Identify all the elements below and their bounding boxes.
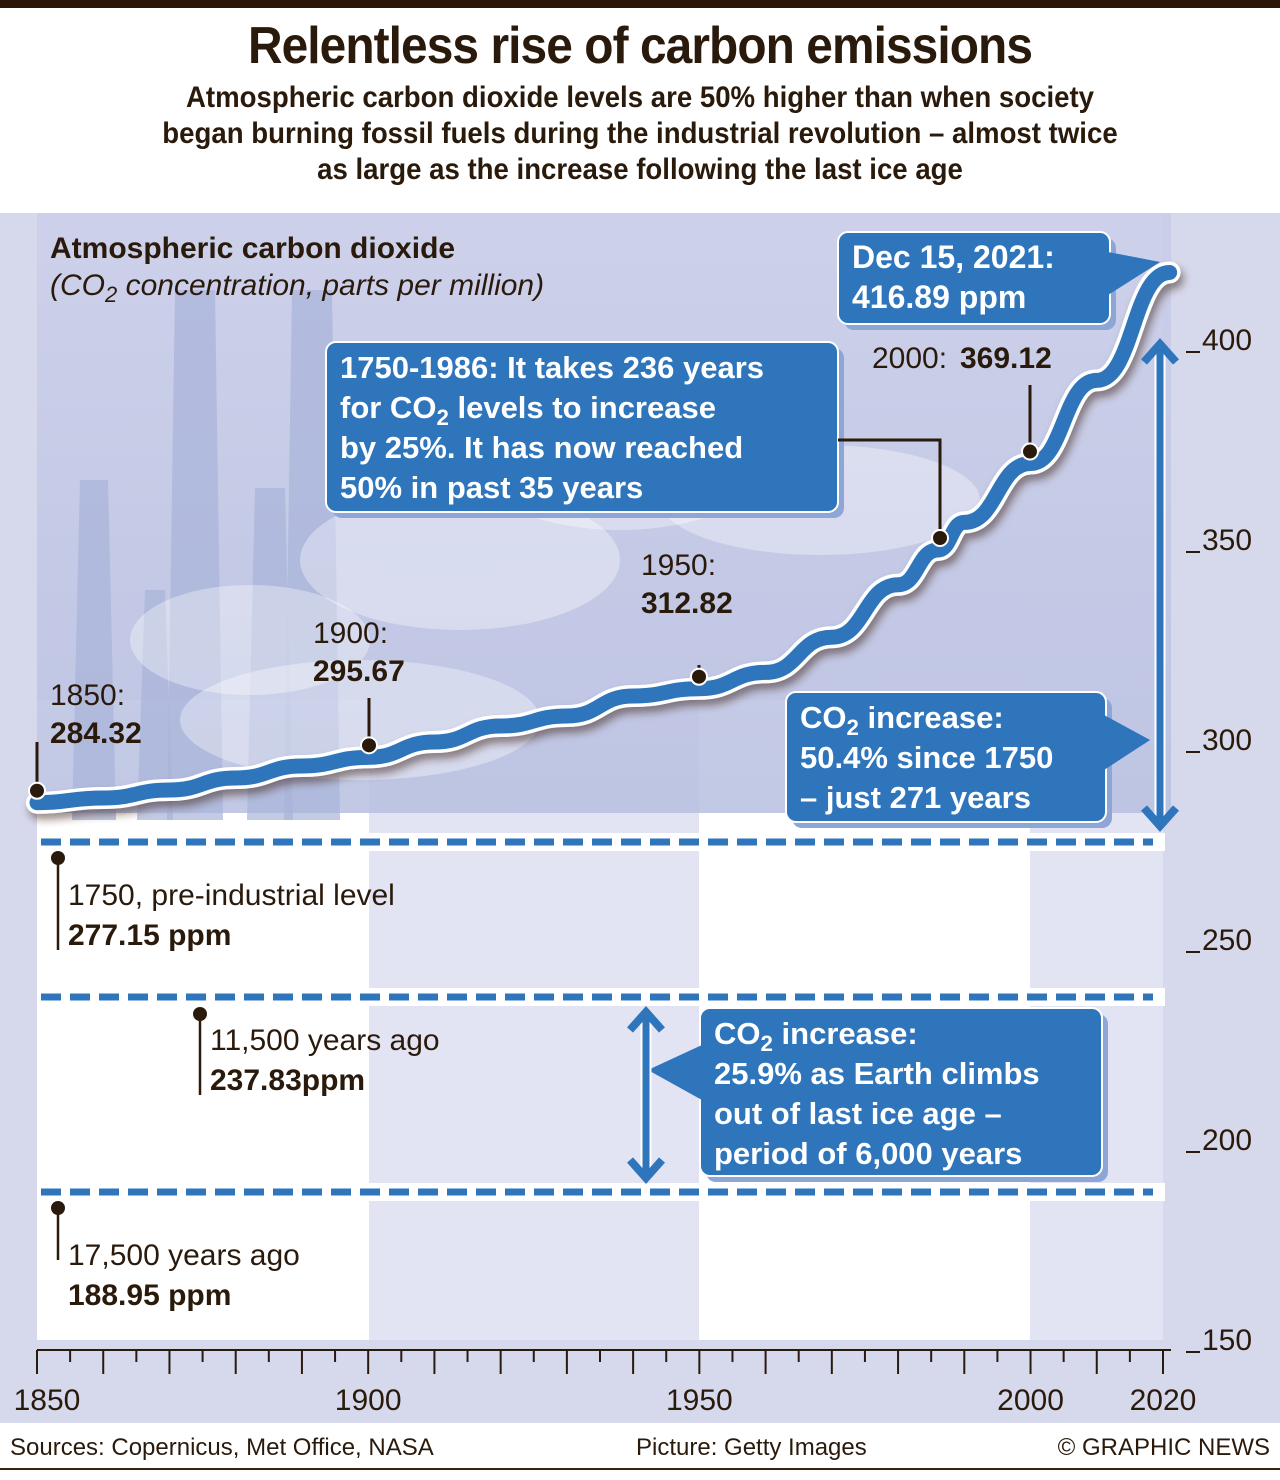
left-margin	[0, 213, 37, 1340]
reference-value: 277.15 ppm	[68, 919, 231, 952]
subtitle-line: Atmospheric carbon dioxide levels are 50…	[185, 81, 1095, 114]
callout-text: CO2 increase:	[800, 700, 1004, 740]
footer: Sources: Copernicus, Met Office, NASA Pi…	[0, 1424, 1280, 1470]
y-tick-label: 200	[1202, 1124, 1252, 1157]
industrial-connector	[838, 438, 942, 538]
callout-text: 1750-1986: It takes 236 years	[340, 350, 764, 385]
callout-tail	[1104, 715, 1150, 770]
page-title: Relentless rise of carbon emissions	[247, 17, 1033, 75]
callout-industrial	[325, 341, 844, 518]
subtitle-line: as large as the increase following the l…	[317, 153, 963, 186]
y-tick-label: 250	[1202, 924, 1252, 957]
arrow-head-up	[1141, 337, 1179, 365]
y-tick-label: 350	[1202, 524, 1252, 557]
chart-subtitle: (CO2 concentration, parts per million)	[50, 269, 544, 307]
callout-text: period of 6,000 years	[714, 1136, 1022, 1171]
graphic-news-credit: © GRAPHIC NEWS	[1057, 1434, 1270, 1461]
y-tick-label: 400	[1202, 324, 1252, 357]
x-tick-label: 1950	[666, 1384, 733, 1417]
reference-value: 188.95 ppm	[68, 1279, 231, 1312]
callout-text: CO2 increase:	[714, 1016, 918, 1056]
sources-text: Sources: Copernicus, Met Office, NASA	[10, 1434, 434, 1461]
pin-dot	[360, 736, 378, 755]
annotation-label: 1950:	[641, 549, 716, 582]
pin-dot	[28, 781, 46, 800]
callout-text: 416.89 ppm	[852, 279, 1026, 315]
x-tick-label: 2000	[997, 1384, 1064, 1417]
callout-text: – just 271 years	[800, 780, 1031, 815]
chimney-shape	[72, 480, 116, 820]
y-tick-label: 150	[1202, 1324, 1252, 1357]
pin-dot	[690, 667, 708, 686]
callout-box	[325, 341, 839, 513]
annotation-value: 284.32	[50, 717, 142, 750]
marks-layer	[26, 231, 1200, 1374]
arrow-ice-age	[627, 1005, 665, 1185]
x-tick-label: 2020	[1130, 1384, 1197, 1417]
cloud-shape	[130, 585, 370, 695]
callout-tail	[648, 1045, 702, 1100]
callout-ice-age	[648, 1007, 1108, 1182]
callout-text: 50.4% since 1750	[800, 740, 1053, 775]
annotation-label: 1850:	[50, 679, 125, 712]
pin-dot	[1021, 442, 1039, 461]
arrow-since-1750	[1141, 337, 1179, 833]
annotation-value: 312.82	[641, 587, 733, 620]
callout-text: by 25%. It has now reached	[340, 430, 743, 465]
picture-credit: Picture: Getty Images	[636, 1434, 867, 1461]
x-tick-label: 1850	[14, 1384, 81, 1417]
arrow-head-down	[627, 1157, 665, 1185]
reference-label: 11,500 years ago	[210, 1024, 440, 1057]
annotation-value: 369.12	[960, 342, 1052, 375]
annotation-value: 295.67	[313, 655, 405, 688]
callout-text: out of last ice age –	[714, 1096, 1002, 1131]
callout-text: for CO2 levels to increase	[340, 390, 716, 430]
callout-text: Dec 15, 2021:	[852, 239, 1055, 275]
chart-title: Atmospheric carbon dioxide	[50, 232, 455, 265]
callout-since-1750	[785, 691, 1150, 828]
annotation-label: 1900:	[313, 617, 388, 650]
callout-tail	[1108, 252, 1160, 295]
chimney-shape	[247, 488, 293, 820]
arrow-head-up	[627, 1005, 665, 1033]
callout-text: 50% in past 35 years	[340, 470, 643, 505]
callout-latest	[837, 231, 1160, 330]
top-bar	[0, 0, 1280, 8]
x-tick-label: 1900	[335, 1384, 402, 1417]
connector-dot	[931, 529, 949, 547]
text-layer: 1850: 284.32 1900: 295.67 1950: 312.82 2000: 3…	[14, 232, 1252, 1417]
reference-label: 1750, pre-industrial level	[68, 879, 395, 912]
chimney-shape	[167, 290, 223, 820]
chimney-shape	[137, 590, 173, 820]
reference-value: 237.83ppm	[210, 1064, 365, 1097]
callout-text: 25.9% as Earth climbs	[714, 1056, 1040, 1091]
cloud-shape	[300, 490, 620, 630]
co2-line	[29, 264, 1178, 811]
reference-label: 17,500 years ago	[68, 1239, 300, 1272]
page-subtitle: Atmospheric carbon dioxide levels are 50…	[51, 80, 1229, 188]
band-white	[37, 820, 369, 1340]
y-tick-label: 300	[1202, 724, 1252, 757]
subtitle-line: began burning fossil fuels during the in…	[162, 117, 1118, 150]
annotation-label: 2000:	[872, 342, 947, 375]
arrow-head-down	[1141, 805, 1179, 833]
